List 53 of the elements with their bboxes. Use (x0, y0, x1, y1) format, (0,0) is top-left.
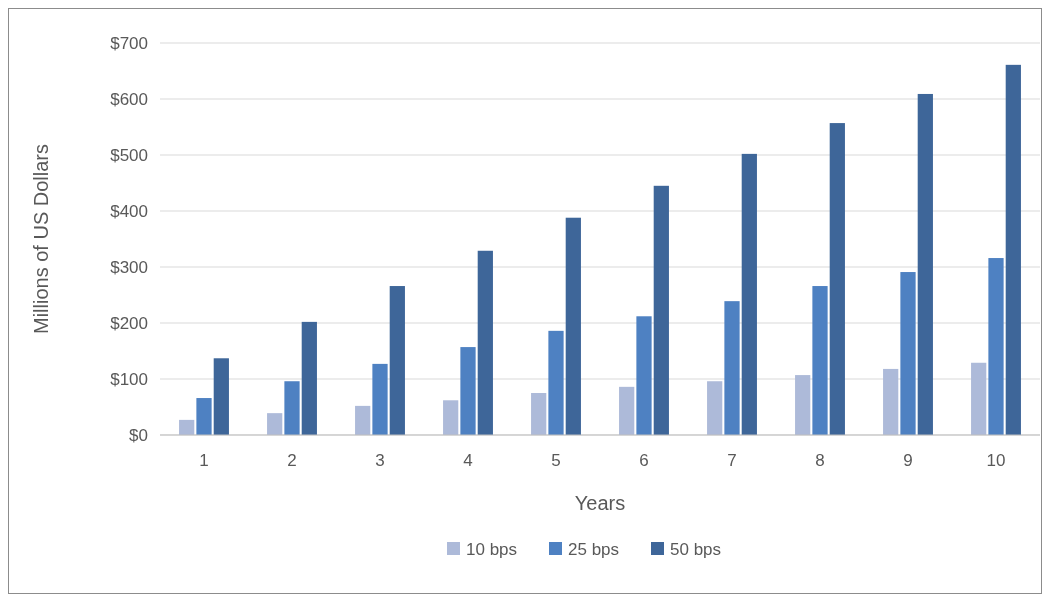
y-tick-label: $600 (110, 89, 148, 109)
bar (548, 330, 564, 435)
bar (460, 347, 476, 435)
bar (565, 217, 581, 435)
legend-label: 50 bps (670, 539, 722, 559)
x-tick-label: 3 (375, 451, 385, 470)
x-tick-label: 1 (199, 451, 209, 470)
y-tick-label: $0 (129, 425, 148, 445)
y-tick-label: $300 (110, 257, 148, 277)
bar (372, 363, 388, 435)
x-tick-label: 10 (986, 451, 1006, 470)
y-tick-label: $200 (110, 313, 148, 333)
bar (812, 286, 828, 435)
bar (301, 321, 317, 435)
bar (724, 301, 740, 435)
y-axis-title: Millions of US Dollars (30, 143, 52, 335)
y-tick-label: $400 (110, 201, 148, 221)
x-axis-title: Years (574, 492, 626, 514)
bar (531, 393, 547, 435)
bar (636, 316, 652, 435)
bar (1005, 64, 1021, 435)
y-tick-label: $100 (110, 369, 148, 389)
bar (741, 153, 757, 435)
bar (443, 400, 459, 435)
x-tick-label: 2 (287, 451, 297, 470)
bar (355, 405, 371, 435)
bar (971, 362, 987, 435)
x-tick-label: 5 (551, 451, 561, 470)
legend-label: 25 bps (568, 539, 620, 559)
bar (179, 419, 195, 435)
bar (619, 386, 635, 435)
bar (917, 93, 933, 435)
x-tick-label: 7 (727, 451, 737, 470)
bar (284, 381, 300, 435)
bar (883, 368, 899, 435)
x-tick-label: 8 (815, 451, 825, 470)
bar (653, 185, 669, 435)
bar (213, 358, 229, 435)
bar (477, 250, 493, 435)
bar (829, 123, 845, 435)
x-tick-label: 4 (463, 451, 473, 470)
bar (988, 258, 1004, 435)
legend-label: 10 bps (466, 539, 518, 559)
bar (267, 413, 283, 435)
bar (389, 286, 405, 435)
x-tick-label: 9 (903, 451, 913, 470)
x-tick-label: 6 (639, 451, 649, 470)
bar (707, 381, 723, 435)
bar (196, 398, 212, 435)
bar (795, 375, 811, 435)
y-tick-label: $500 (110, 145, 148, 165)
bar (900, 272, 916, 435)
y-tick-label: $700 (110, 33, 148, 53)
